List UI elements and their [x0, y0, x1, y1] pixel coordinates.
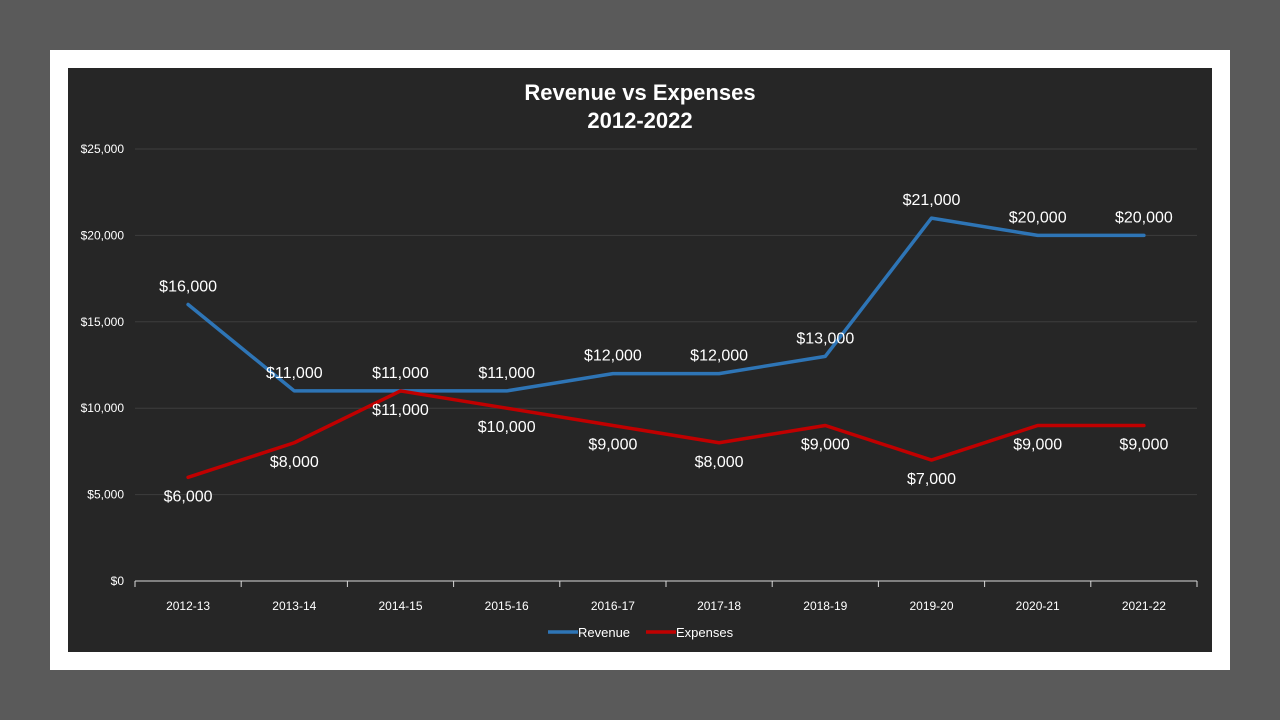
data-label-expenses: $6,000 [164, 488, 213, 505]
legend: Revenue Expenses [548, 625, 734, 640]
x-tick-label: 2015-16 [485, 599, 529, 613]
data-label-expenses: $9,000 [1013, 436, 1062, 453]
data-label-revenue: $20,000 [1115, 209, 1173, 226]
data-label-revenue: $11,000 [266, 365, 323, 382]
data-label-revenue: $21,000 [903, 192, 961, 209]
data-label-expenses: $8,000 [695, 454, 744, 471]
data-label-expenses: $8,000 [270, 454, 319, 471]
x-tick-label: 2017-18 [697, 599, 741, 613]
data-label-expenses: $10,000 [478, 419, 536, 436]
data-label-revenue: $16,000 [159, 279, 217, 296]
data-label-expenses: $9,000 [1119, 436, 1168, 453]
series-lines [186, 216, 1146, 480]
x-tick-label: 2019-20 [909, 599, 953, 613]
x-axis: 2012-13 2013-14 2014-15 2015-16 2016-17 2017-… [134, 580, 1198, 613]
data-label-revenue: $11,000 [372, 365, 429, 382]
y-axis-ticks: $0 $5,000 $10,000 $15,000 $20,000 $25,000 [81, 142, 125, 588]
y-tick-label: $15,000 [81, 315, 125, 329]
data-label-revenue: $20,000 [1009, 209, 1067, 226]
x-tick-label: 2021-22 [1122, 599, 1166, 613]
data-label-expenses: $7,000 [907, 471, 956, 488]
series-line-revenue [186, 216, 1146, 393]
y-tick-label: $25,000 [81, 142, 125, 156]
data-label-expenses: $11,000 [372, 402, 429, 419]
data-label-revenue: $11,000 [478, 365, 535, 382]
data-label-revenue: $12,000 [690, 348, 748, 365]
data-label-expenses: $9,000 [801, 436, 850, 453]
x-tick-label: 2013-14 [272, 599, 316, 613]
x-tick-label: 2014-15 [378, 599, 422, 613]
chart-title: Revenue vs Expenses [524, 80, 755, 105]
y-tick-label: $10,000 [81, 401, 125, 415]
x-tick-label: 2016-17 [591, 599, 635, 613]
chart-subtitle: 2012-2022 [587, 108, 692, 133]
legend-label-revenue: Revenue [578, 625, 630, 640]
data-label-revenue: $13,000 [796, 330, 854, 347]
data-label-revenue: $12,000 [584, 348, 642, 365]
gridlines [135, 148, 1197, 496]
y-tick-label: $0 [111, 574, 125, 588]
y-tick-label: $5,000 [87, 488, 124, 502]
x-tick-label: 2018-19 [803, 599, 847, 613]
x-tick-label: 2020-21 [1016, 599, 1060, 613]
y-tick-label: $20,000 [81, 228, 125, 242]
legend-label-expenses: Expenses [676, 625, 734, 640]
data-labels: $16,000 $11,000 $11,000 $11,000 $12,000 $12,0… [159, 192, 1173, 505]
x-tick-label: 2012-13 [166, 599, 210, 613]
series-line-expenses [186, 389, 1146, 480]
data-label-expenses: $9,000 [588, 436, 637, 453]
